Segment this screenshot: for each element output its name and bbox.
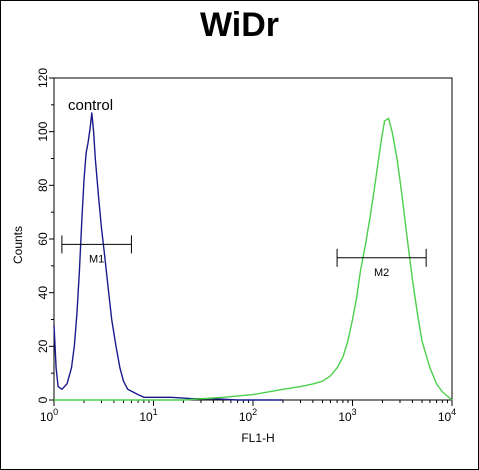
y-tick-label: 40 <box>36 286 50 300</box>
histogram-series-1 <box>53 112 283 401</box>
y-tick-label: 120 <box>36 68 50 88</box>
chart-title: WiDr <box>199 6 280 44</box>
control-annotation: control <box>68 97 113 114</box>
x-tick-label: 102 <box>239 407 257 424</box>
y-tick-label: 100 <box>36 121 50 141</box>
x-axis-label: FL1-H <box>241 431 274 445</box>
y-tick-label: 0 <box>36 396 50 403</box>
marker-gate-label: M2 <box>374 267 389 279</box>
x-tick-label: 103 <box>338 407 356 424</box>
y-tick-label: 60 <box>36 232 50 246</box>
histogram-series-2 <box>54 117 453 401</box>
y-axis-label: Counts <box>11 226 25 264</box>
histogram-curves <box>53 112 453 401</box>
x-tick-label: 101 <box>139 407 157 424</box>
y-tick-label: 80 <box>36 178 50 192</box>
x-tick-label: 100 <box>40 407 58 424</box>
plot-axes: 0 20 40 60 80 100 120 100 101 102 103 104 <box>36 68 456 424</box>
plot-area-frame <box>53 77 453 401</box>
marker-gate-label: M1 <box>89 253 104 265</box>
y-tick-label: 20 <box>36 339 50 353</box>
marker-gates: M1 M2 <box>61 235 427 279</box>
x-tick-label: 104 <box>438 407 456 424</box>
